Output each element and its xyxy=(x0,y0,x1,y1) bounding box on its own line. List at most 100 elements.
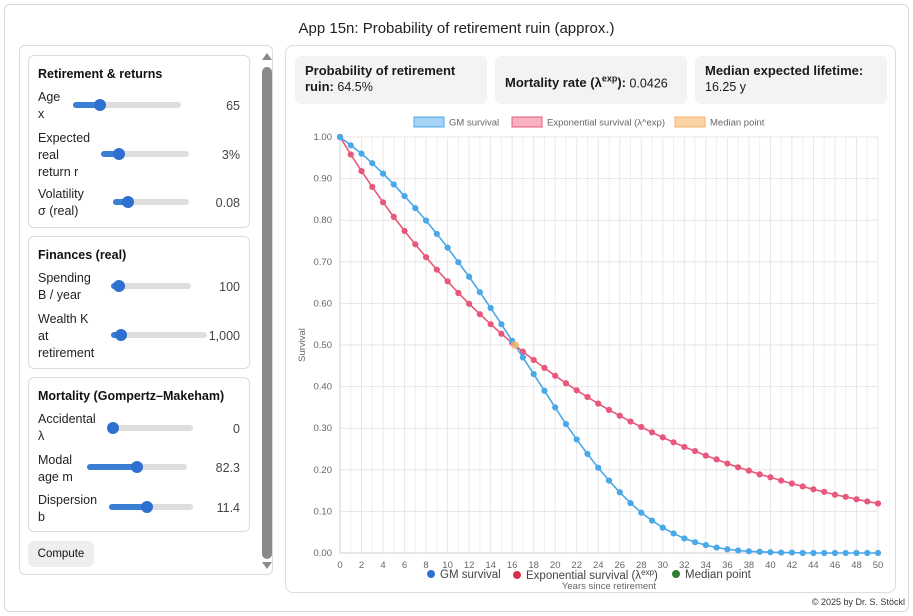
exponential-survival-point xyxy=(810,486,817,493)
age-slider-knob[interactable] xyxy=(94,99,106,111)
y-tick-label: 0.50 xyxy=(314,340,333,351)
mortality-title: Mortality (Gompertz–Makeham) xyxy=(38,389,225,403)
bottom-legend-median-dot xyxy=(672,570,680,578)
spending-slider[interactable] xyxy=(111,280,191,292)
wealth-value: 1,000 xyxy=(208,329,240,343)
median-lifetime-label: Median expected lifetime: xyxy=(705,63,864,78)
app-title: App 15n: Probability of retirement ruin … xyxy=(298,20,615,37)
return-slider[interactable] xyxy=(101,148,189,160)
gm-survival-point xyxy=(369,160,376,167)
exponential-survival-point xyxy=(821,488,828,495)
gm-survival-point xyxy=(347,142,354,149)
exponential-survival-point xyxy=(541,364,548,371)
gm-survival-point xyxy=(702,541,709,549)
gm-survival-point xyxy=(584,450,591,458)
gm-survival-point xyxy=(788,549,796,556)
exponential-survival-point xyxy=(648,429,656,436)
x-tick-label: 32 xyxy=(679,560,690,571)
dispersion-slider[interactable] xyxy=(109,501,193,513)
accidental-slider-knob[interactable] xyxy=(107,422,119,434)
wealth-slider[interactable] xyxy=(111,329,207,341)
gm-survival-point xyxy=(648,517,656,524)
x-tick-label: 16 xyxy=(507,560,518,571)
x-tick-label: 30 xyxy=(658,560,669,571)
gm-survival-point xyxy=(401,192,408,200)
median-point xyxy=(510,341,519,349)
gm-survival-point xyxy=(358,150,365,157)
exponential-survival-point xyxy=(670,439,677,446)
exponential-survival-point xyxy=(595,400,602,407)
accidental-slider[interactable] xyxy=(107,422,193,434)
exponential-survival-point xyxy=(713,456,720,463)
mortality-rate-label-end: ): xyxy=(617,75,626,91)
return-label-line: real xyxy=(38,148,59,162)
x-tick-label: 8 xyxy=(423,560,428,571)
gm-survival-point xyxy=(874,549,882,557)
spending-slider-knob[interactable] xyxy=(113,280,125,292)
x-tick-label: 36 xyxy=(722,560,733,571)
y-tick-label: 0.70 xyxy=(314,257,333,268)
y-tick-label: 0.30 xyxy=(314,423,333,434)
x-tick-label: 12 xyxy=(464,560,475,571)
exponential-survival-point xyxy=(584,393,591,401)
mortality-rate-card: Mortality rate (λexp): 0.0426 xyxy=(495,56,687,104)
modal-age-slider[interactable] xyxy=(87,461,187,473)
modal-age-slider-knob[interactable] xyxy=(131,461,143,473)
scroll-down-arrow-icon[interactable] xyxy=(262,562,272,569)
age-label-line: x xyxy=(38,107,45,121)
gm-survival-point xyxy=(745,548,752,555)
results-panel: Probability of retirement ruin: 64.5% Mo… xyxy=(285,45,896,593)
age-slider[interactable] xyxy=(73,99,181,111)
exponential-survival-point xyxy=(638,423,645,431)
median-lifetime-card: Median expected lifetime: 16.25 y xyxy=(695,56,887,104)
scroll-up-arrow-icon[interactable] xyxy=(262,53,272,60)
gm-survival-point xyxy=(422,217,430,224)
volatility-slider-knob[interactable] xyxy=(122,196,135,208)
gm-survival-point xyxy=(691,539,699,546)
dispersion-label: Dispersion b xyxy=(38,492,97,526)
exponential-survival-point xyxy=(455,289,462,297)
sidebar-scrollbar[interactable] xyxy=(261,50,272,572)
wealth-slider-knob[interactable] xyxy=(114,329,127,341)
gm-survival-point xyxy=(412,205,419,212)
exponential-survival-point xyxy=(433,266,440,273)
x-tick-label: 2 xyxy=(359,560,364,571)
exponential-survival-point xyxy=(562,380,570,387)
y-tick-label: 0.60 xyxy=(314,298,333,309)
exponential-survival-point xyxy=(487,321,494,328)
x-tick-label: 40 xyxy=(765,560,776,571)
mortality-rate-label-sup: exp xyxy=(601,74,618,84)
modal-age-label-line: age m xyxy=(38,470,73,484)
dispersion-slider-knob[interactable] xyxy=(140,501,153,513)
ruin-probability-value: 64.5% xyxy=(337,80,373,94)
y-tick-label: 0.20 xyxy=(314,465,333,476)
gm-survival-point xyxy=(842,549,849,557)
gm-survival-point xyxy=(541,387,548,394)
gm-survival-point xyxy=(659,524,666,531)
scroll-thumb[interactable] xyxy=(262,67,272,559)
gm-survival-point xyxy=(767,549,774,556)
gm-survival-point xyxy=(498,321,505,328)
volatility-slider-fill xyxy=(113,199,129,205)
return-slider-knob[interactable] xyxy=(112,148,125,160)
exponential-survival-point xyxy=(422,254,430,261)
x-tick-label: 50 xyxy=(873,560,884,571)
gm-survival-point xyxy=(616,489,623,496)
age-slider-fill xyxy=(73,102,100,108)
return-slider-fill xyxy=(101,151,119,157)
exponential-survival-point xyxy=(444,278,451,285)
x-tick-label: 46 xyxy=(830,560,841,571)
exponential-survival-point xyxy=(498,330,505,337)
exponential-survival-point xyxy=(573,387,580,394)
compute-button[interactable]: Compute xyxy=(28,541,94,567)
exponential-survival-point xyxy=(778,477,785,484)
gm-survival-point xyxy=(444,244,451,251)
accidental-label-line: λ xyxy=(38,429,45,443)
x-tick-label: 38 xyxy=(744,560,755,571)
exponential-survival-point xyxy=(767,474,774,481)
gm-survival-point xyxy=(562,420,570,428)
gm-survival-point xyxy=(595,464,602,471)
exponential-survival-point xyxy=(369,183,376,191)
volatility-slider[interactable] xyxy=(113,196,189,208)
exponential-survival-point xyxy=(735,464,742,471)
